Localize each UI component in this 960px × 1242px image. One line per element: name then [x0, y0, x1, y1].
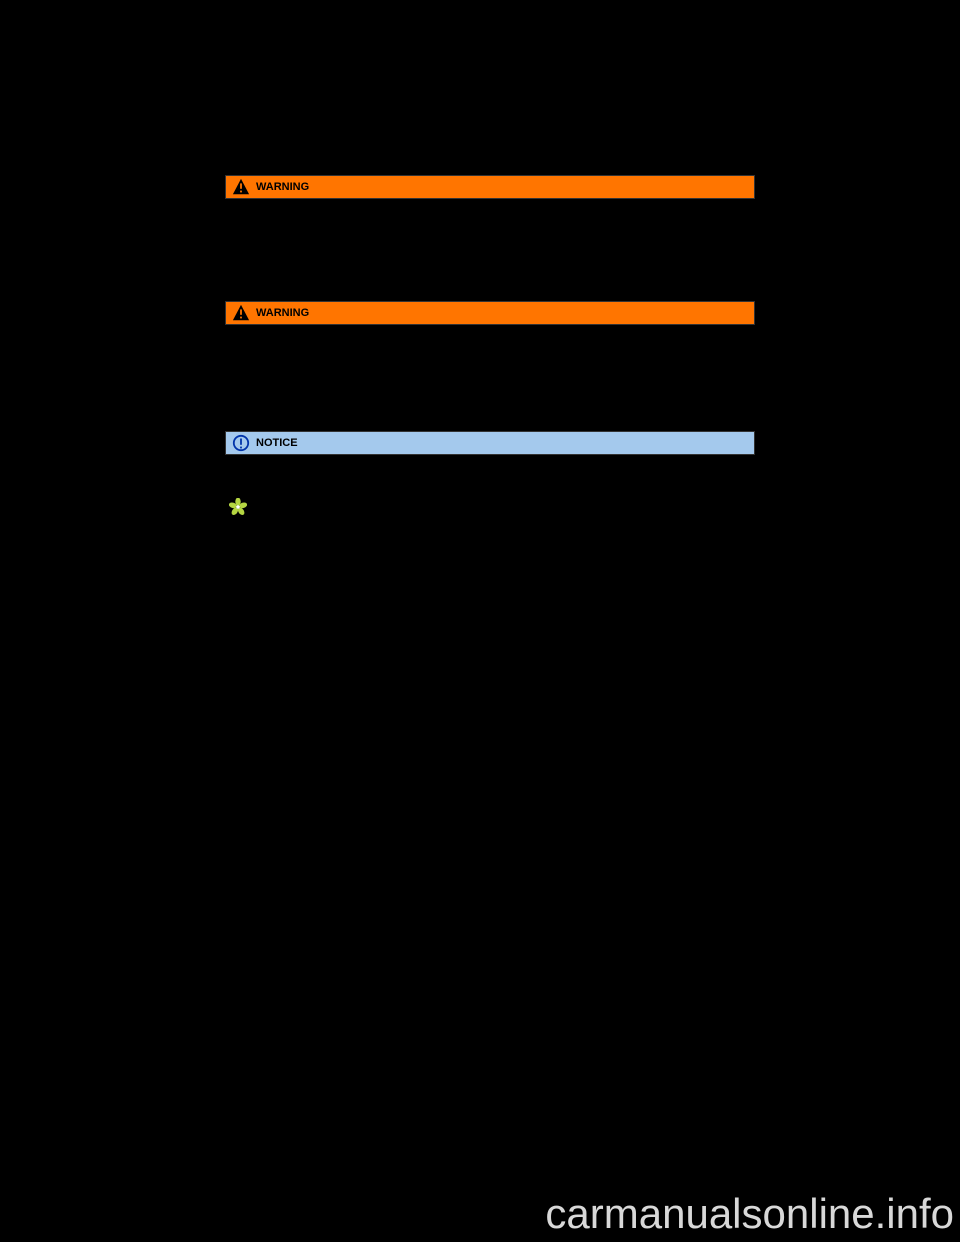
- warning-bar: WARNING: [225, 175, 755, 199]
- warning-icon: [232, 178, 250, 196]
- page-number: 62: [225, 982, 237, 994]
- warning-list-text: Always make sure there is no one in the …: [243, 352, 751, 367]
- warning-label: WARNING: [256, 181, 309, 193]
- eco-icon: [229, 498, 251, 528]
- warning-body: Be careful when opening the tailgate if …: [229, 207, 751, 237]
- warning-list-text: Never close a door if someone could be l…: [243, 370, 751, 415]
- warning-list-item: • Never close a door if someone could be…: [229, 370, 751, 415]
- warning-bar: WARNING: [225, 301, 755, 325]
- section-gap: [225, 488, 755, 498]
- bullet-icon: •: [229, 370, 243, 415]
- warning-list-text: Closing the tailgate without taking appr…: [243, 333, 751, 348]
- notice-icon: [232, 434, 250, 452]
- warning-icon: [232, 304, 250, 322]
- notice-body: Make sure the tailgate is properly close…: [229, 463, 751, 478]
- bullet-icon: •: [229, 333, 243, 348]
- warning-list-item: • Closing the tailgate without taking ap…: [229, 333, 751, 348]
- eco-tip-text: Do not leave the tailgate open for longe…: [251, 498, 751, 528]
- notice-label: NOTICE: [256, 437, 298, 449]
- warning-list-item: • Always make sure there is no one in th…: [229, 352, 751, 367]
- eco-tip: Do not leave the tailgate open for longe…: [229, 498, 751, 528]
- document-page: WARNING Be careful when opening the tail…: [225, 175, 755, 531]
- notice-bar: NOTICE: [225, 431, 755, 455]
- watermark-text: carmanualsonline.info: [539, 1186, 960, 1242]
- bullet-icon: •: [229, 352, 243, 367]
- warning-label: WARNING: [256, 307, 309, 319]
- section-gap: [225, 247, 755, 301]
